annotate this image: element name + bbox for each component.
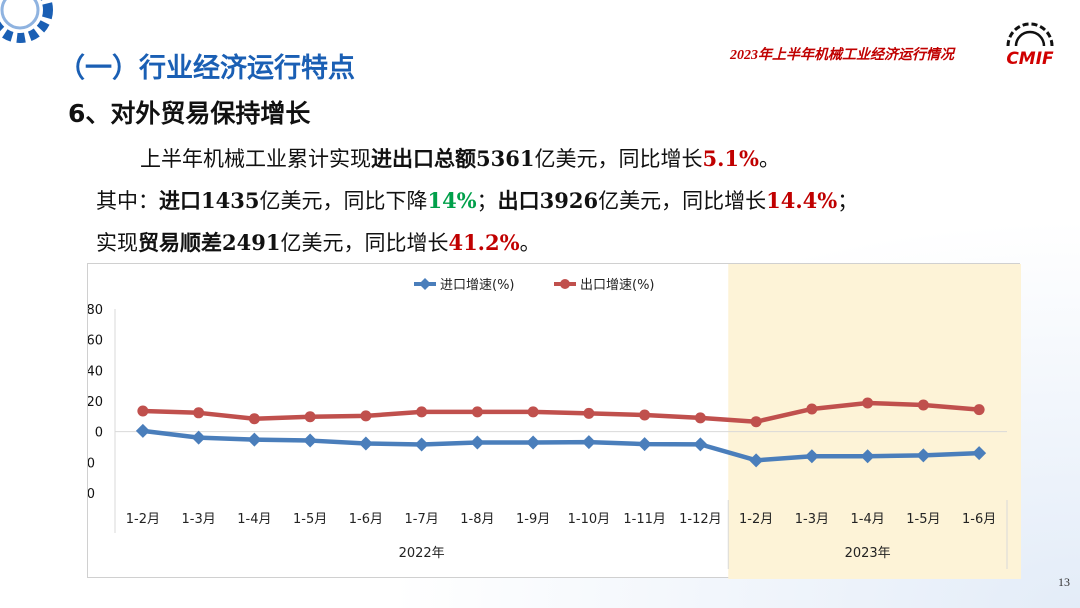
data-point [749,453,764,468]
data-point [694,412,706,424]
y-tick-label: 40 [88,364,103,379]
x-tick-label: 1-3月 [795,512,829,527]
data-point [416,406,428,418]
y-tick-label: 0 [95,426,103,441]
y-tick-label: 20 [88,395,103,410]
data-point [917,399,929,411]
x-tick-label: 1-11月 [623,512,666,527]
legend-marker [560,279,570,289]
line-chart: 80 60 40 20 0 -20 -40 1-2月 1-3月 1-4月 1-5月 1-6月 1-7月 1… [74,263,1021,579]
text: 。 [519,231,541,255]
data-point [526,435,541,450]
legend-marker [419,278,431,290]
x-tick-label: 1-8月 [460,512,494,527]
data-point [470,435,485,450]
data-point [804,449,819,464]
text: 其中： [96,189,159,213]
series-line [142,400,980,424]
text: 进口1435 [159,188,260,213]
x-tick-label: 1-5月 [906,512,940,527]
text: 14.4% [766,188,838,213]
subtitle: 6、对外贸易保持增长 [68,99,311,128]
data-point [527,406,539,418]
data-point [191,430,206,445]
data-point [304,411,316,423]
report-title: 2023年上半年机械工业经济运行情况 [730,48,954,63]
y-tick-label: -40 [88,487,95,502]
legend-label: 进口增速(%) [440,278,515,293]
data-point [806,403,818,415]
highlight-region [728,264,1021,579]
x-tick-label: 1-9月 [516,512,550,527]
text: 41.2% [448,230,520,255]
svg-text:CMIF: CMIF [1006,49,1054,68]
x-tick-label: 1-5月 [293,512,327,527]
text: 亿美元，同比增长 [598,189,767,213]
group-label: 2023年 [845,546,891,561]
cmif-logo: CMIF [1006,22,1054,68]
data-point [247,432,262,447]
data-point [358,436,373,451]
text: 出口3926 [497,188,599,213]
paragraph-line-1: 上半年机械工业累计实现进出口总额5361亿美元，同比增长5.1%。 [140,143,780,173]
text: 上半年机械工业累计实现 [140,147,371,171]
text: 亿美元，同比增长 [534,147,703,171]
text: 实现 [96,231,138,255]
section-title: （一）行业经济运行特点 [58,53,355,84]
x-tick-label: 1-2月 [739,512,773,527]
text: 亿美元，同比下降 [259,189,428,213]
x-tick-label: 1-10月 [568,512,611,527]
series-line [142,428,980,463]
group-label: 2022年 [399,546,445,561]
data-point [248,413,260,425]
text: ； [837,189,859,213]
text: 14% [427,188,477,213]
data-point [303,433,318,448]
x-tick-label: 1-4月 [237,512,271,527]
text: 贸易顺差2491 [138,230,281,255]
data-point [137,405,149,417]
data-point [860,449,875,464]
x-tick-label: 1-3月 [182,512,216,527]
data-point [972,446,987,461]
data-point [471,406,483,418]
x-tick-label: 1-12月 [679,512,722,527]
x-tick-label: 1-4月 [851,512,885,527]
text: 5.1% [702,146,759,171]
data-point [135,423,150,438]
data-point [637,437,652,452]
legend-label: 出口增速(%) [580,278,655,293]
y-tick-label: -20 [88,456,95,471]
data-point [916,448,931,463]
paragraph-line-3: 实现贸易顺差2491亿美元，同比增长41.2%。 [96,227,541,257]
data-point [973,404,985,416]
text: ； [476,189,498,213]
data-point [862,397,874,409]
x-tick-label: 1-6月 [962,512,996,527]
text: 亿美元，同比增长 [280,231,449,255]
data-point [193,407,205,419]
paragraph-line-2: 其中：进口1435亿美元，同比下降14%；出口3926亿美元，同比增长14.4%… [96,185,858,215]
gear-decoration-icon [0,0,53,43]
text: 。 [758,147,780,171]
data-point [581,435,596,450]
data-point [693,437,708,452]
chart-svg: 80 60 40 20 0 -20 -40 1-2月 1-3月 1-4月 1-5月 1-6月 1-7月 1… [74,264,1021,579]
x-tick-label: 1-2月 [126,512,160,527]
data-point [639,409,651,421]
data-point [583,407,595,419]
y-tick-label: 80 [88,303,103,318]
data-point [414,437,429,452]
text: 进出口总额5361 [371,146,535,171]
data-point [360,410,372,422]
x-tick-label: 1-7月 [405,512,439,527]
page-number: 13 [1058,575,1070,589]
data-point [750,416,762,428]
x-tick-label: 1-6月 [349,512,383,527]
y-tick-label: 60 [88,334,103,349]
